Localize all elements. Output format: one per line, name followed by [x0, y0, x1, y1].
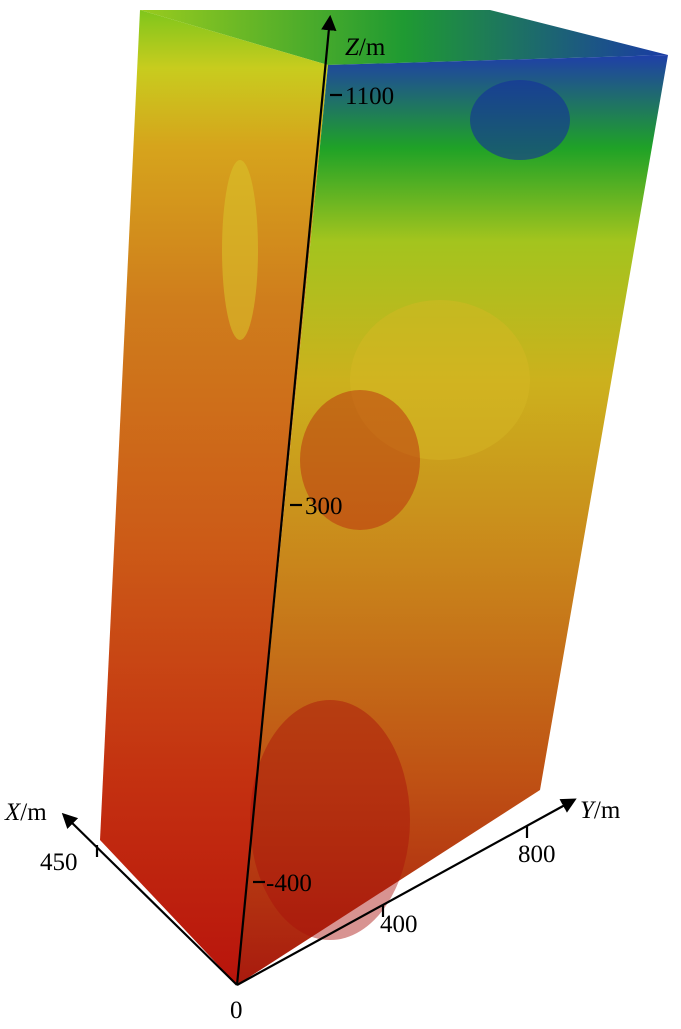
top-face: [140, 10, 668, 65]
origin-label: 0: [230, 997, 243, 1024]
texture: [300, 390, 420, 530]
z-axis: [235, 14, 337, 986]
z-axis-label: Z/m: [345, 34, 386, 61]
texture: [222, 160, 258, 340]
right-face: [237, 55, 668, 985]
y-axis-label: Y/m: [580, 797, 621, 824]
z-tick-label: -400: [266, 870, 312, 897]
x-axis-label: X/m: [4, 799, 47, 826]
x-tick-label: 450: [40, 849, 78, 876]
z-tick-label: 300: [305, 493, 343, 520]
y-tick-label: 800: [518, 841, 556, 868]
left-face: [100, 10, 328, 985]
z-tick-label: 1100: [345, 83, 394, 110]
texture: [350, 300, 530, 460]
y-tick-label: 400: [380, 911, 418, 938]
texture: [470, 80, 570, 160]
y-axis: [236, 798, 577, 986]
texture: [250, 700, 410, 940]
x-axis: [61, 812, 238, 986]
